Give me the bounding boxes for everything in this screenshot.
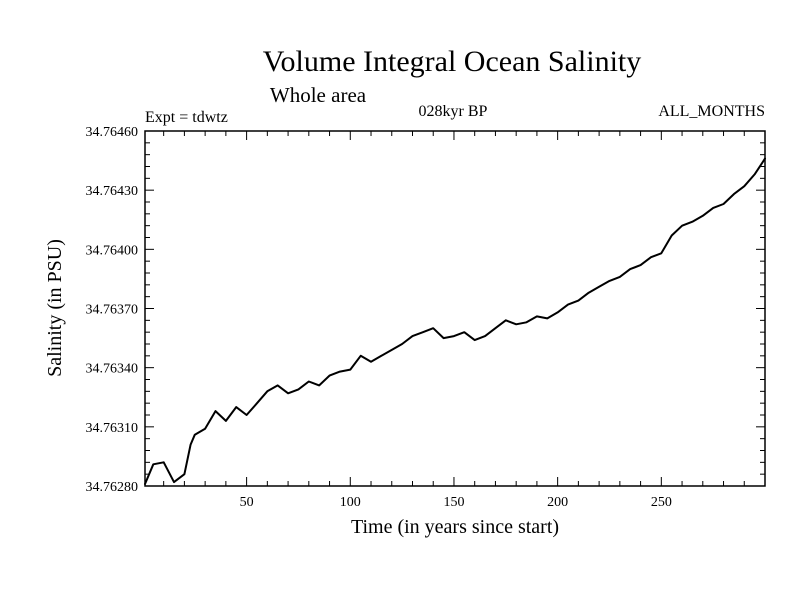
months-label: ALL_MONTHS bbox=[658, 103, 765, 120]
chart-title: Volume Integral Ocean Salinity bbox=[263, 45, 642, 78]
x-axis-label: Time (in years since start) bbox=[351, 516, 559, 538]
y-tick-labels: 34.76280 34.76310 34.76340 34.76370 34.76400… bbox=[86, 125, 139, 495]
period-label: 028kyr BP bbox=[419, 103, 488, 120]
y-tick-label: 34.76460 bbox=[86, 125, 139, 140]
y-axis-label: Salinity (in PSU) bbox=[44, 239, 66, 377]
x-tick-label: 200 bbox=[547, 495, 568, 510]
y-tick-label: 34.76370 bbox=[86, 303, 139, 318]
x-tick-labels: 50 100 150 200 250 bbox=[240, 495, 672, 510]
y-tick-label: 34.76280 bbox=[86, 480, 139, 495]
x-tick-label: 150 bbox=[443, 495, 464, 510]
salinity-series-line bbox=[144, 157, 766, 485]
axis-ticks bbox=[145, 130, 765, 487]
y-tick-label: 34.76430 bbox=[86, 184, 139, 199]
x-tick-label: 250 bbox=[651, 495, 672, 510]
chart-subtitle: Whole area bbox=[270, 83, 367, 107]
y-tick-label: 34.76400 bbox=[86, 243, 139, 258]
experiment-label: Expt = tdwtz bbox=[145, 109, 228, 126]
y-tick-label: 34.76310 bbox=[86, 421, 139, 436]
x-tick-label: 50 bbox=[240, 495, 254, 510]
y-tick-label: 34.76340 bbox=[86, 362, 139, 377]
x-tick-label: 100 bbox=[340, 495, 361, 510]
plot-frame bbox=[144, 130, 766, 487]
